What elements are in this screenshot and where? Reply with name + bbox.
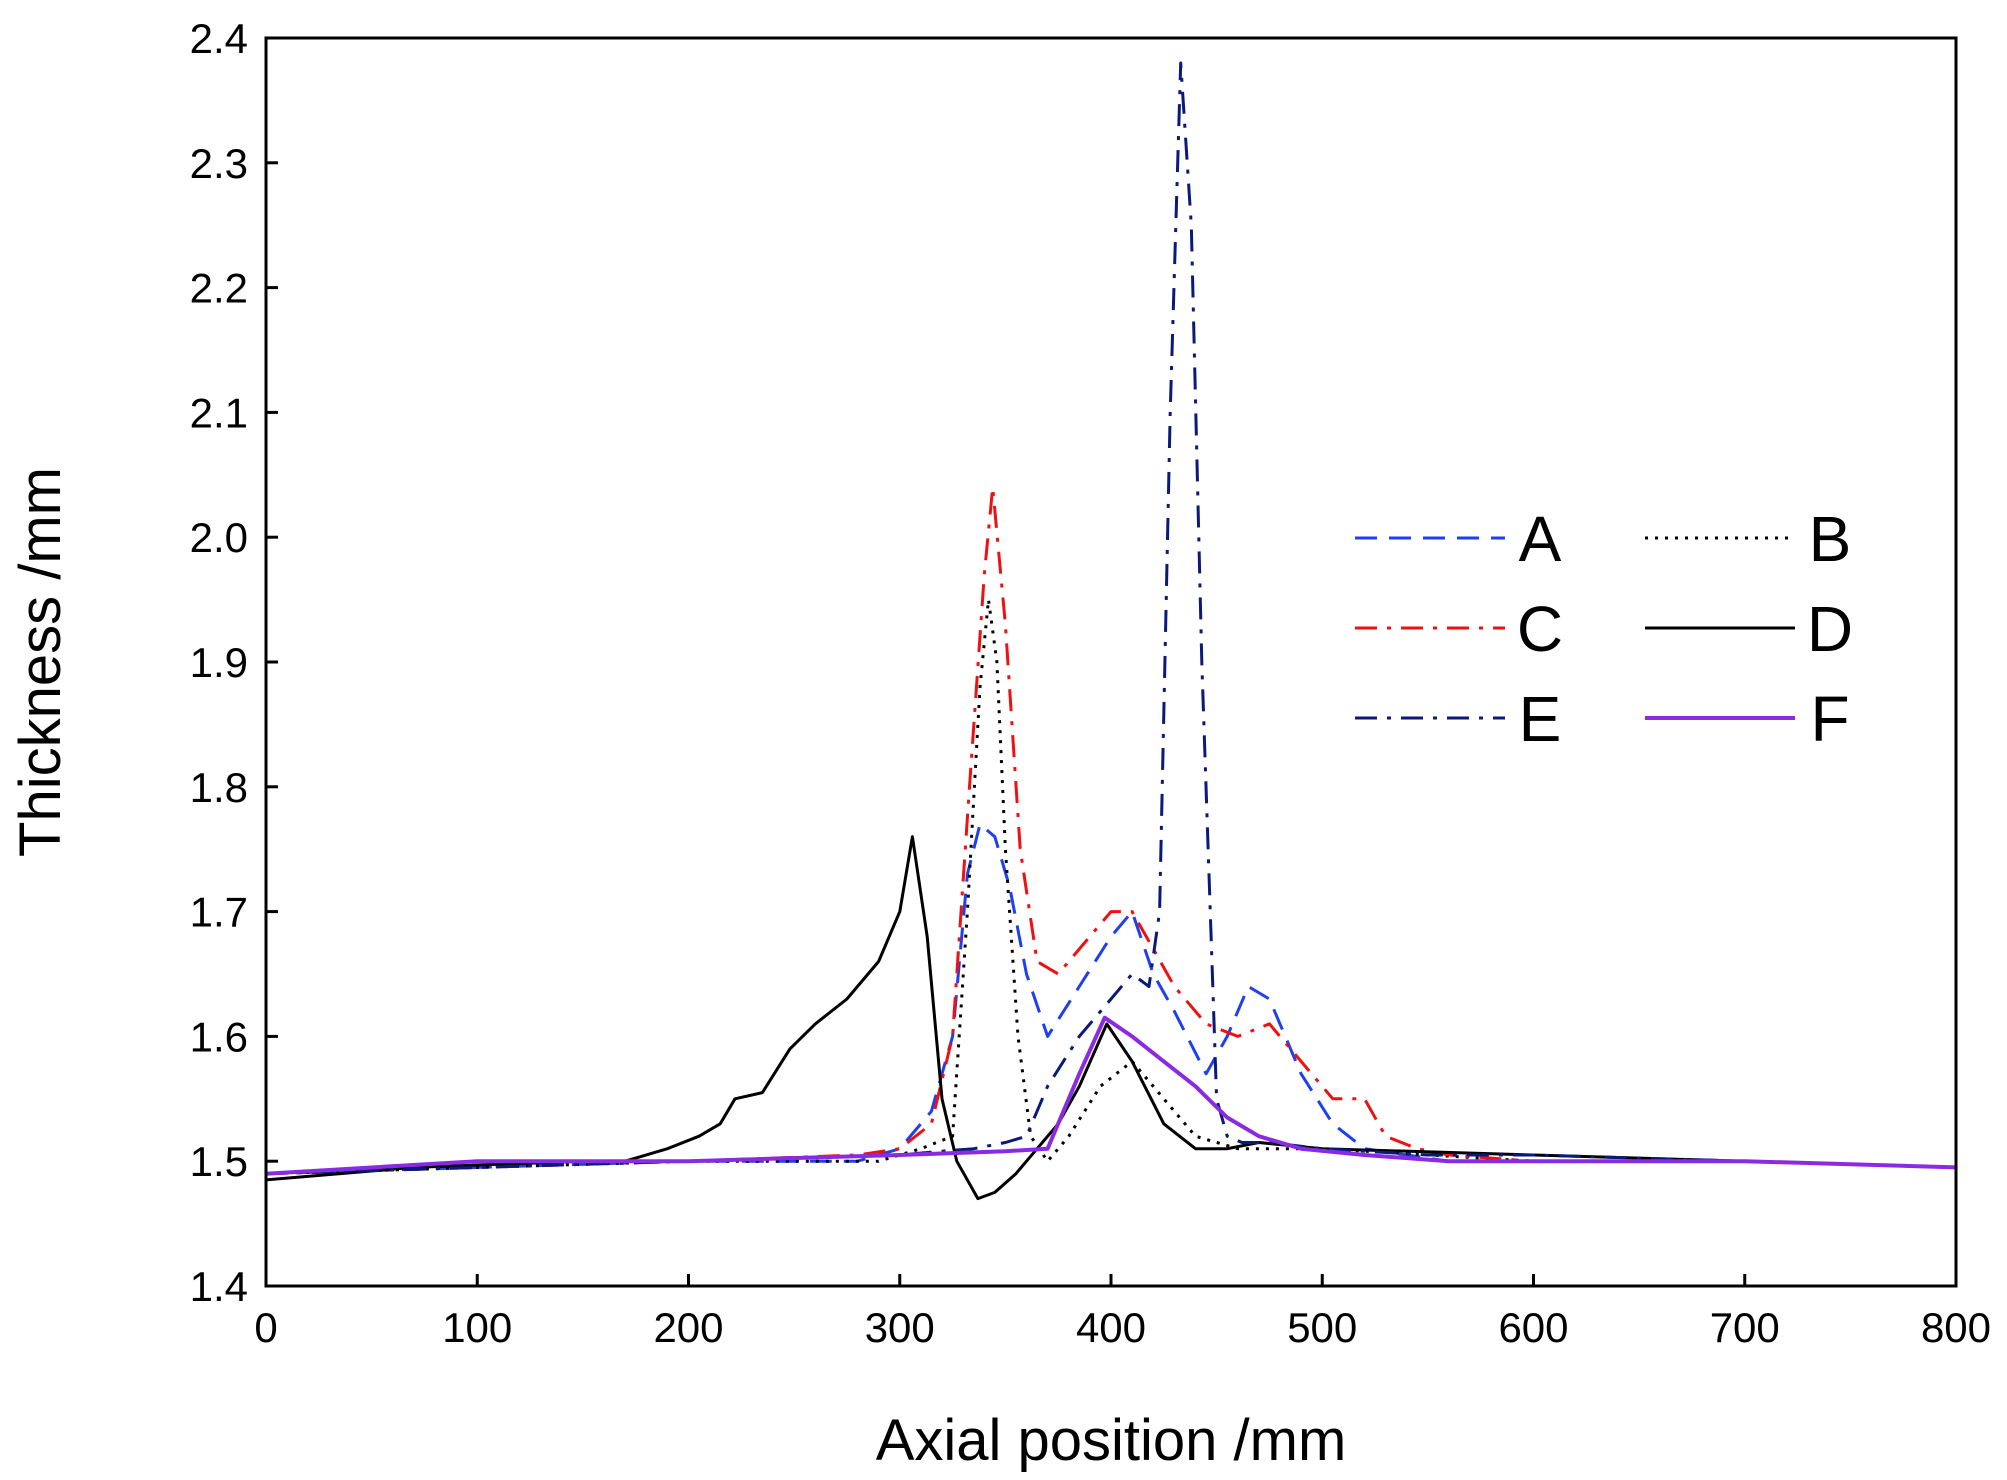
x-tick-label: 700 <box>1710 1304 1780 1351</box>
legend: A B C D E F <box>1355 503 1853 755</box>
series-line-C <box>265 485 1957 1176</box>
legend-label-D: D <box>1807 593 1853 665</box>
y-axis-title: Thickness /mm <box>8 467 73 857</box>
series-line-B <box>265 598 1957 1176</box>
x-tick-label: 600 <box>1498 1304 1568 1351</box>
x-axis-title: Axial position /mm <box>876 1408 1347 1473</box>
x-tick-label: 0 <box>254 1304 277 1351</box>
legend-label-E: E <box>1519 683 1562 755</box>
x-tick-label: 800 <box>1921 1304 1991 1351</box>
series-line-D <box>265 835 1957 1201</box>
legend-label-B: B <box>1809 503 1852 575</box>
y-tick-label: 2.3 <box>190 140 248 187</box>
y-tick-label: 2.4 <box>190 15 248 62</box>
series-line-E <box>265 61 1957 1176</box>
legend-label-A: A <box>1519 503 1562 575</box>
series-layer <box>265 61 1957 1201</box>
legend-label-C: C <box>1517 593 1563 665</box>
y-tick-label: 1.6 <box>190 1013 248 1060</box>
y-tick-label: 1.5 <box>190 1138 248 1185</box>
y-tick-label: 1.7 <box>190 889 248 936</box>
legend-label-F: F <box>1810 683 1849 755</box>
x-tick-label: 300 <box>865 1304 935 1351</box>
ticks-layer: 0 100 200 300 400 500 600 700 800 1.4 1.5 1.6 1.7 1.8… <box>190 15 1991 1351</box>
y-tick-label: 1.9 <box>190 639 248 686</box>
x-tick-label: 400 <box>1076 1304 1146 1351</box>
y-tick-label: 2.0 <box>190 514 248 561</box>
y-tick-label: 1.8 <box>190 764 248 811</box>
series-line-F <box>265 1015 1957 1176</box>
plot-frame <box>264 36 1958 1288</box>
x-tick-label: 200 <box>653 1304 723 1351</box>
y-tick-label: 2.2 <box>190 265 248 312</box>
y-tick-label: 1.4 <box>190 1263 248 1310</box>
y-tick-label: 2.1 <box>190 389 248 436</box>
x-tick-label: 500 <box>1287 1304 1357 1351</box>
x-tick-label: 100 <box>442 1304 512 1351</box>
